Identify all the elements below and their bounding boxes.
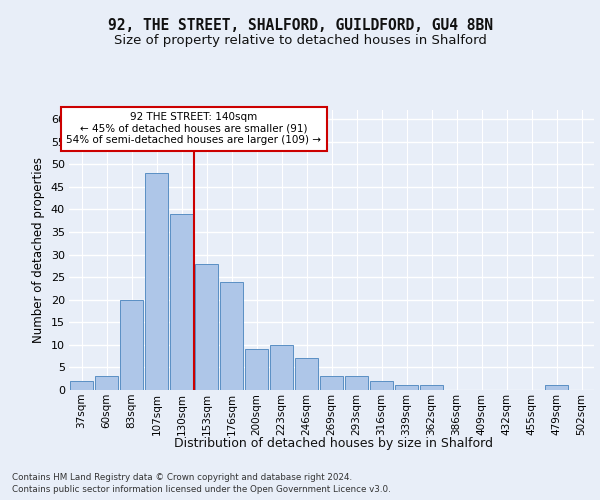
- Bar: [145, 173, 168, 390]
- Bar: [70, 381, 93, 390]
- Bar: [270, 345, 293, 390]
- Bar: [295, 358, 318, 390]
- Text: Contains public sector information licensed under the Open Government Licence v3: Contains public sector information licen…: [12, 485, 391, 494]
- Bar: [320, 376, 343, 390]
- Text: Distribution of detached houses by size in Shalford: Distribution of detached houses by size …: [173, 438, 493, 450]
- Text: Contains HM Land Registry data © Crown copyright and database right 2024.: Contains HM Land Registry data © Crown c…: [12, 472, 352, 482]
- Text: 92, THE STREET, SHALFORD, GUILDFORD, GU4 8BN: 92, THE STREET, SHALFORD, GUILDFORD, GU4…: [107, 18, 493, 32]
- Bar: [545, 386, 568, 390]
- Bar: [395, 386, 418, 390]
- Bar: [220, 282, 243, 390]
- Bar: [120, 300, 143, 390]
- Bar: [170, 214, 193, 390]
- Bar: [195, 264, 218, 390]
- Bar: [420, 386, 443, 390]
- Bar: [95, 376, 118, 390]
- Text: Size of property relative to detached houses in Shalford: Size of property relative to detached ho…: [113, 34, 487, 47]
- Y-axis label: Number of detached properties: Number of detached properties: [32, 157, 45, 343]
- Bar: [245, 350, 268, 390]
- Bar: [370, 381, 393, 390]
- Bar: [345, 376, 368, 390]
- Text: 92 THE STREET: 140sqm
← 45% of detached houses are smaller (91)
54% of semi-deta: 92 THE STREET: 140sqm ← 45% of detached …: [67, 112, 322, 146]
